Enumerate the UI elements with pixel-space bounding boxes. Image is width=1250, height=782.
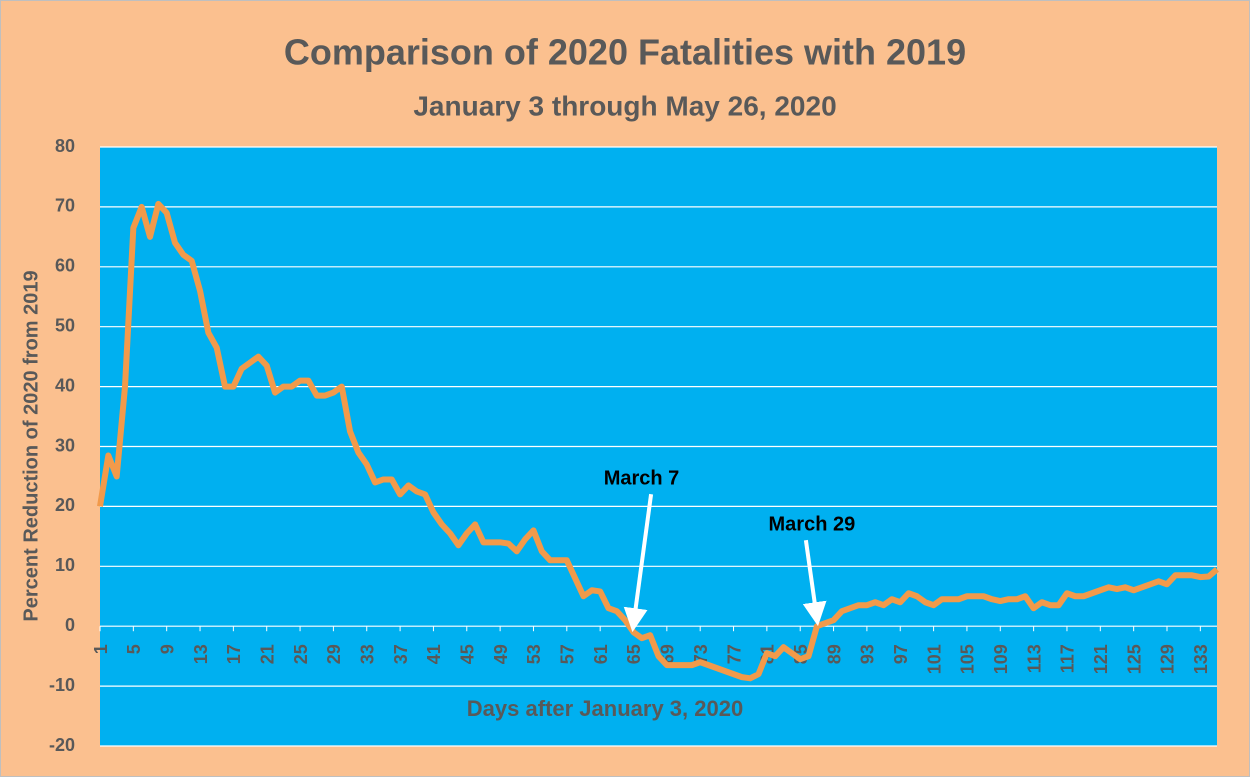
x-tick-label: 109	[991, 644, 1011, 674]
y-tick-label: 70	[55, 196, 75, 216]
x-tick-label: 45	[458, 644, 478, 664]
y-tick-label: -10	[49, 675, 75, 695]
x-tick-label: 49	[491, 644, 511, 664]
x-tick-label: 117	[1058, 644, 1078, 673]
x-tick-label: 113	[1024, 644, 1044, 673]
y-tick-label: 50	[55, 315, 75, 335]
y-tick-label: 10	[55, 555, 75, 575]
x-tick-label: 57	[558, 644, 578, 664]
x-tick-label: 61	[591, 644, 611, 664]
y-tick-label: 60	[55, 256, 75, 276]
x-tick-label: 5	[124, 644, 144, 654]
chart-title: Comparison of 2020 Fatalities with 2019	[284, 32, 966, 73]
x-tick-label: 77	[724, 644, 744, 664]
x-tick-label: 13	[191, 644, 211, 664]
x-tick-label: 37	[391, 644, 411, 664]
x-tick-label: 17	[224, 644, 244, 664]
x-tick-label: 125	[1124, 644, 1144, 674]
x-tick-label: 133	[1191, 644, 1211, 674]
annotation-arrow	[802, 539, 827, 627]
x-tick-label: 65	[624, 644, 644, 664]
x-tick-label: 89	[824, 644, 844, 664]
y-tick-label: 0	[65, 615, 75, 635]
y-tick-label: -20	[49, 735, 75, 755]
x-tick-label: 41	[424, 644, 444, 664]
x-tick-label: 121	[1091, 644, 1111, 674]
y-tick-label: 20	[55, 495, 75, 515]
x-tick-label: 73	[691, 644, 711, 664]
x-tick-label: 53	[524, 644, 544, 664]
x-tick-label: 101	[924, 644, 944, 674]
x-tick-label: 105	[958, 644, 978, 674]
x-tick-label: 9	[157, 644, 177, 654]
y-tick-label: 80	[55, 136, 75, 156]
annotation-text: March 29	[769, 513, 856, 535]
x-tick-label: 97	[891, 644, 911, 664]
chart-subtitle: January 3 through May 26, 2020	[413, 90, 836, 121]
data-line	[97, 200, 1219, 682]
x-tick-label: 29	[324, 644, 344, 664]
annotation-text: March 7	[604, 467, 680, 489]
y-axis-title: Percent Reduction of 2020 from 2019	[20, 270, 42, 621]
x-tick-label: 1	[91, 644, 111, 654]
x-tick-label: 21	[257, 644, 277, 664]
y-tick-label: 40	[55, 375, 75, 395]
x-tick-label: 129	[1158, 644, 1178, 674]
x-tick-label: 33	[357, 644, 377, 664]
x-axis-title: Days after January 3, 2020	[467, 696, 743, 721]
annotation-arrow	[623, 493, 654, 633]
x-tick-label: 25	[291, 644, 311, 664]
y-tick-label: 30	[55, 435, 75, 455]
x-tick-label: 93	[858, 644, 878, 664]
